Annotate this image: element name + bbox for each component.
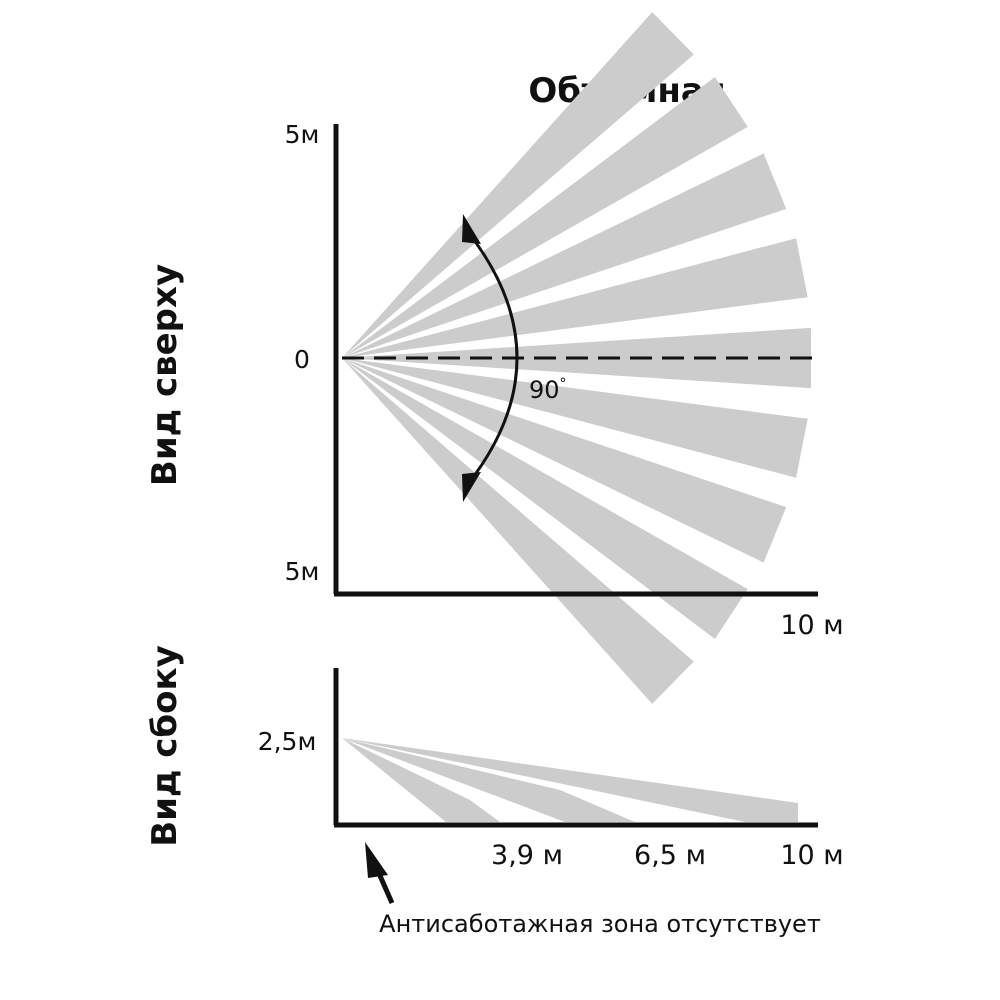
detection-zone-3 [342, 153, 787, 358]
tick-label-3: 10 м [780, 840, 843, 871]
detection-zone-2 [342, 77, 748, 358]
tick-label-1: 3,9 м [491, 840, 563, 871]
top-view-zones [342, 12, 811, 704]
detection-zone-8 [342, 358, 748, 639]
height-label: 2,5м [258, 727, 317, 756]
y-zero-label: 0 [294, 345, 310, 374]
detection-zone-6 [342, 358, 808, 478]
angle-label: 90° [529, 376, 567, 404]
side-beam-far [342, 738, 798, 822]
note-text: Антисаботажная зона отсутствует [379, 910, 821, 938]
side-beam-mid [342, 738, 635, 822]
detection-zone-1 [342, 12, 694, 358]
x-end-label: 10 м [780, 610, 843, 641]
top-view: Вид сверху 5м 0 5м 10 м 90° [145, 12, 844, 704]
y-bottom-label: 5м [285, 557, 320, 586]
side-beam-near [342, 738, 500, 822]
tick-label-2: 6,5 м [634, 840, 706, 871]
arc-arrow-down-icon [462, 472, 481, 502]
y-top-label: 5м [285, 120, 320, 149]
detection-zone-9 [342, 358, 694, 704]
side-view: Вид сбоку 2,5м 3,9 м 6,5 м 10 м Антисабо… [145, 645, 844, 938]
arc-arrow-up-icon [462, 214, 481, 244]
pointer-arrow-icon [365, 842, 388, 878]
detection-zone-4 [342, 238, 808, 358]
angle-arc [466, 231, 519, 485]
side-view-label: Вид сбоку [145, 645, 185, 847]
top-view-label: Вид сверху [145, 264, 185, 486]
detection-zone-7 [342, 358, 787, 563]
